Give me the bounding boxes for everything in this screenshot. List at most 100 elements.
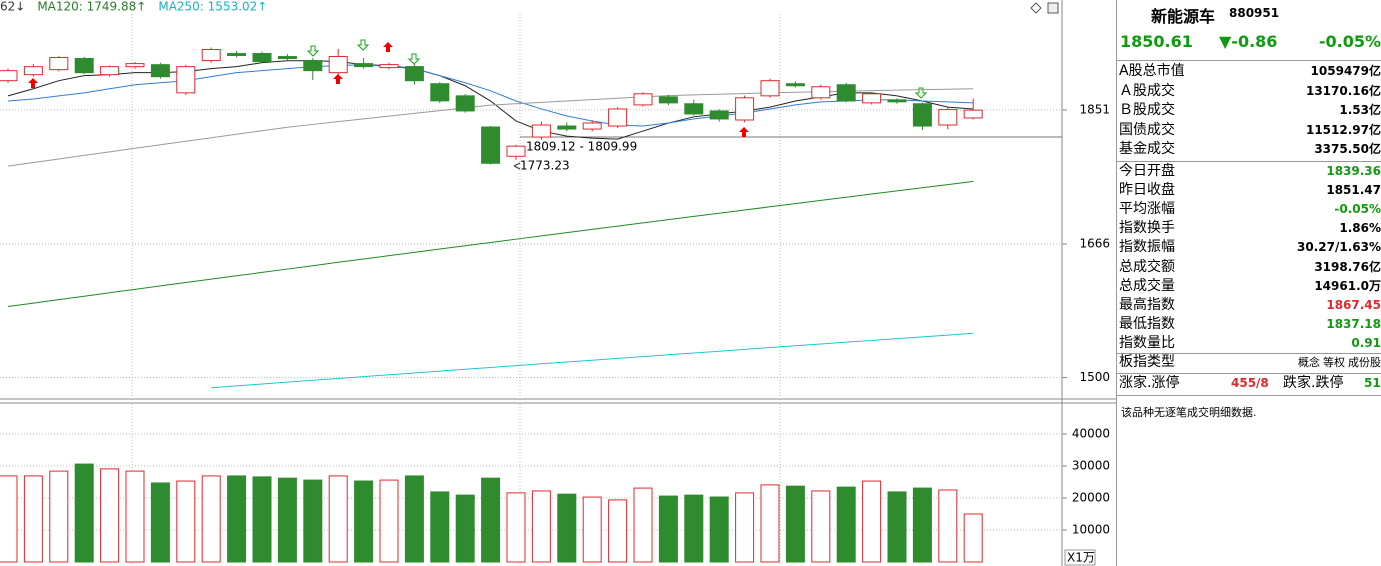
row-value: 1837.18 [1326, 316, 1381, 331]
type-button[interactable]: 概念 [1298, 356, 1320, 369]
candle-body [938, 109, 958, 126]
row-value: 11512.97亿 [1305, 122, 1381, 137]
annotation: 1809.12 - 1809.99 [526, 140, 637, 154]
volume-bar [125, 470, 145, 563]
y-tick-label: 20000 [1072, 491, 1110, 505]
candle-body [785, 83, 805, 87]
type-button[interactable]: 成份股 [1348, 356, 1381, 369]
row-value: 30.27/1.63% [1297, 240, 1381, 255]
candle-body [811, 86, 831, 99]
legend-text: 62↓ [0, 0, 25, 14]
row-label: 国债成交 [1119, 121, 1175, 138]
volume-bar [912, 487, 932, 563]
window-icon[interactable] [1047, 2, 1059, 14]
volume-bar [735, 492, 755, 563]
candle-body [303, 60, 323, 72]
row-label: 最高指数 [1119, 296, 1175, 313]
candle-body [74, 58, 94, 74]
candle-body [658, 96, 678, 104]
row-value: 513/0 [1364, 376, 1381, 390]
volume-bar [379, 479, 399, 563]
row-value: 1851.47 [1326, 183, 1381, 198]
candle-body [404, 66, 424, 82]
volume-bar [481, 477, 501, 563]
legend-text: MA250: 1553.02↑ [158, 0, 267, 14]
candle-body [379, 64, 399, 69]
ma-line [211, 332, 974, 389]
candle-body [862, 93, 882, 104]
volume-bar [531, 490, 551, 563]
separator [1117, 161, 1381, 162]
breadth-row: 涨家.涨停 455/8 跌家.跌停 513/0 [1119, 374, 1381, 393]
volume-bar [811, 490, 831, 563]
volume-bar [557, 493, 577, 563]
volume-bar [760, 484, 780, 563]
candle-body [709, 110, 729, 120]
volume-bar [354, 480, 374, 563]
candle-body [100, 66, 120, 76]
y-tick-label: 1500 [1079, 370, 1110, 384]
y-tick-label: 40000 [1072, 427, 1110, 441]
candle-body [531, 124, 551, 138]
volume-bar [176, 480, 196, 563]
volume-bar [709, 496, 729, 563]
y-tick-label: 1666 [1079, 236, 1110, 250]
candle-body [912, 103, 932, 127]
volume-bar [582, 496, 602, 563]
change-pct: -0.05% [1318, 32, 1381, 51]
row-label: Ｂ股成交 [1119, 102, 1175, 118]
row-label: 最低指数 [1119, 315, 1175, 332]
candle-body [481, 126, 501, 164]
info-row: 指数换手 1.86% [1119, 219, 1381, 238]
volume-bar [658, 495, 678, 563]
row-value: 455/8 [1231, 376, 1269, 390]
volume-bar [252, 476, 272, 563]
volume-bar [227, 475, 247, 563]
info-row: 总成交额 3198.76亿 [1119, 258, 1381, 277]
candle-body [887, 99, 907, 103]
info-row: 今日开盘 1839.36 [1119, 162, 1381, 181]
price: 1850.61 [1120, 32, 1193, 51]
volume-bar [430, 491, 450, 563]
row-label: 板指类型 [1119, 354, 1175, 370]
diamond-icon[interactable] [1030, 2, 1042, 14]
separator [1117, 395, 1381, 396]
candle-body [252, 53, 272, 63]
candle-body [633, 93, 653, 106]
candle-body [608, 108, 628, 127]
separator [1117, 353, 1381, 354]
row-value: 1839.36 [1326, 164, 1381, 178]
unit-box [1064, 549, 1096, 566]
row-label: 指数换手 [1119, 220, 1175, 237]
ma-line [7, 180, 974, 308]
candle-body [506, 145, 526, 157]
y-tick-label: 1851 [1079, 102, 1110, 116]
row-label: 指数振幅 [1119, 239, 1175, 256]
volume-bar [684, 494, 704, 563]
change: ▼-0.86 [1219, 32, 1278, 51]
volume-bar [938, 489, 958, 563]
row-label: A股总市值 [1119, 63, 1185, 79]
row-value: 1.53亿 [1339, 103, 1381, 117]
buy-signals [28, 42, 749, 137]
type-button[interactable]: 等权 [1323, 356, 1345, 369]
index-name: 新能源车 [1151, 7, 1216, 26]
row-value: 0.91 [1351, 335, 1381, 350]
info-row: 昨日收盘 1851.47 [1119, 181, 1381, 200]
note: 该品种无逐笔成交明细数据. [1121, 406, 1257, 419]
annotation: 1773.23 [520, 159, 570, 173]
candle-body [277, 56, 297, 60]
info-row: Ａ股成交 13170.16亿 [1119, 82, 1381, 101]
volume-bar [963, 513, 983, 563]
candle-body [227, 53, 247, 56]
quote-panel: 新能源车 880951 1850.61 ▼-0.86 -0.05% 板指类型 概… [1116, 0, 1381, 566]
info-row: 总成交量 14961.0万 [1119, 277, 1381, 296]
candle-body [684, 103, 704, 115]
separator [1117, 373, 1381, 374]
volume-bar [303, 479, 323, 563]
info-row: 平均涨幅 -0.05% [1119, 200, 1381, 219]
candle-body [201, 49, 221, 62]
candle-body [176, 66, 196, 94]
volume-bar [887, 491, 907, 563]
